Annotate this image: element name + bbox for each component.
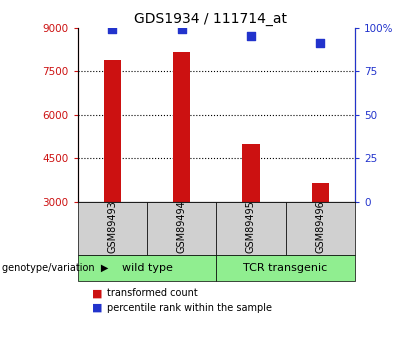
Point (248, 33, 255, 39)
Bar (173, 52, 190, 202)
Text: genotype/variation  ▶: genotype/variation ▶ (2, 263, 108, 273)
Text: percentile rank within the sample: percentile rank within the sample (107, 303, 272, 313)
Point (178, 27, 185, 32)
Text: GSM89496: GSM89496 (315, 200, 325, 253)
Bar (312, 183, 329, 202)
Text: ■: ■ (92, 288, 103, 298)
Text: wild type: wild type (121, 263, 173, 273)
Point (317, 40, 324, 46)
Text: GDS1934 / 111714_at: GDS1934 / 111714_at (134, 12, 286, 26)
Text: TCR transgenic: TCR transgenic (244, 263, 328, 273)
Text: GSM89495: GSM89495 (246, 200, 256, 253)
Text: GSM89493: GSM89493 (108, 200, 117, 253)
Text: ■: ■ (92, 303, 103, 313)
Text: GSM89494: GSM89494 (177, 200, 186, 253)
Text: transformed count: transformed count (107, 288, 198, 298)
Bar (242, 144, 260, 202)
Point (109, 27, 116, 32)
Bar (104, 60, 121, 202)
